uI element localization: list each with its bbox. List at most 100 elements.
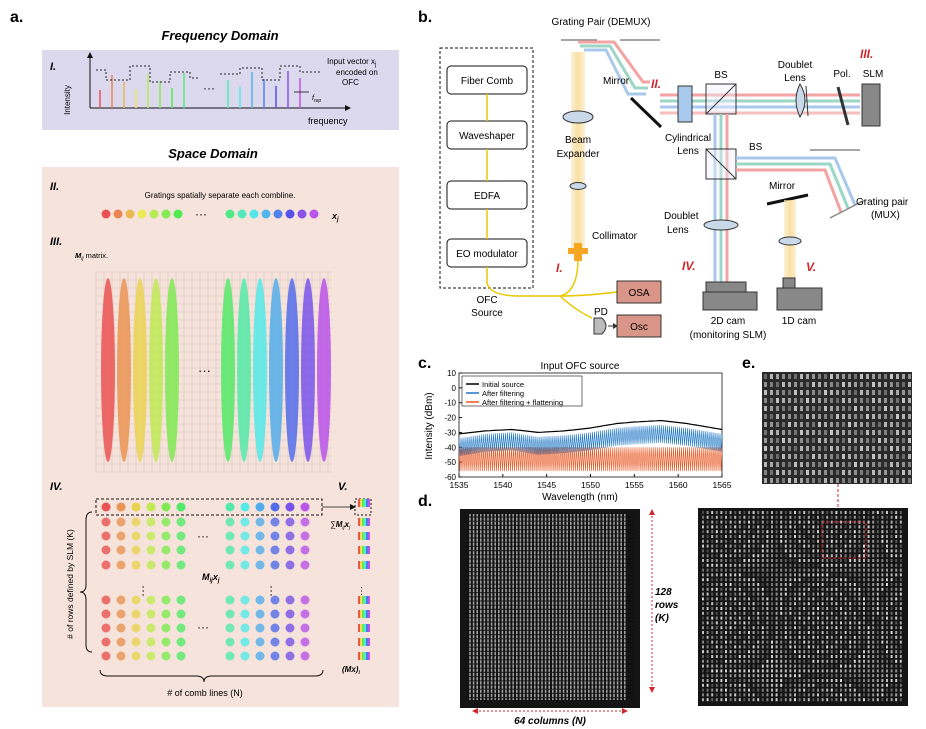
e-pixel <box>902 462 905 467</box>
d-right-pixel <box>881 659 884 663</box>
e-pixel <box>818 462 821 467</box>
e-pixel <box>872 470 875 475</box>
d-right-pixel <box>761 664 764 668</box>
d-right-pixel <box>821 631 824 634</box>
d-right-pixel <box>761 631 764 634</box>
d-right-pixel <box>729 583 732 586</box>
combline-dot <box>101 209 111 219</box>
d-right-pixel <box>794 573 796 577</box>
d-right-pixel <box>789 515 792 519</box>
d-right-pixel <box>826 563 829 567</box>
d-right-pixel <box>794 607 796 610</box>
d-right-pixel <box>775 578 778 582</box>
matrix-dot <box>176 517 186 527</box>
d-right-pixel <box>840 597 842 601</box>
d-right-pixel <box>734 549 737 553</box>
d-right-pixel <box>757 568 760 572</box>
d-right-pixel <box>803 587 806 591</box>
d-right-pixel <box>780 578 783 582</box>
d-right-pixel <box>844 554 847 558</box>
rows-brace <box>79 511 93 653</box>
matrix-dot <box>240 517 250 527</box>
d-right-pixel <box>702 688 704 692</box>
d-right-pixel <box>895 544 898 548</box>
d-right-pixel <box>812 515 815 519</box>
d-right-pixel <box>738 587 741 591</box>
d-right-pixel <box>743 592 746 596</box>
d-right-pixel <box>812 583 815 586</box>
matrix-dot <box>285 545 295 555</box>
d-right-pixel <box>794 626 796 630</box>
d-right-pixel <box>817 659 819 663</box>
d-right-pixel <box>886 549 888 553</box>
d-right-pixel <box>876 693 879 697</box>
e-pixel <box>788 446 791 451</box>
d-right-pixel <box>771 655 773 658</box>
d-right-pixel <box>734 655 737 658</box>
d-right-pixel <box>720 511 723 514</box>
d-right-pixel <box>844 592 847 596</box>
d-right-pixel <box>761 535 764 538</box>
d-right-pixel <box>729 563 732 567</box>
d-right-pixel <box>711 674 714 678</box>
d-right-pixel <box>775 602 778 606</box>
d-right-pixel <box>748 693 750 697</box>
d-right-pixel <box>872 698 875 702</box>
d-right-pixel <box>812 520 815 524</box>
d-right-pixel <box>729 520 732 524</box>
d-right-pixel <box>886 674 888 678</box>
d-right-pixel <box>766 539 769 543</box>
d-right-pixel <box>775 679 778 682</box>
d-right-pixel <box>858 539 861 543</box>
d-right-pixel <box>867 549 870 553</box>
d-right-pixel <box>725 511 727 514</box>
d-right-pixel <box>771 616 773 620</box>
d-right-pixel <box>807 611 810 615</box>
d-right-pixel <box>881 640 884 644</box>
d-right-pixel <box>817 655 819 658</box>
d-right-pixel <box>849 640 852 644</box>
e-pixel <box>878 478 881 483</box>
matrix-dot <box>285 609 295 619</box>
d-right-pixel <box>840 621 842 625</box>
d-right-pixel <box>780 563 783 567</box>
fiber-to-pd <box>559 295 593 319</box>
d-right-pixel <box>812 573 815 577</box>
d-right-pixel <box>853 559 856 562</box>
d-right-pixel <box>844 674 847 678</box>
e-pixel <box>848 414 851 419</box>
d-right-pixel <box>702 683 704 687</box>
d-right-pixel <box>803 611 806 615</box>
d-right-pixel <box>812 688 815 692</box>
d-right-pixel <box>711 664 714 668</box>
matrix-dot <box>101 651 111 661</box>
d-right-pixel <box>725 698 727 702</box>
d-right-pixel <box>794 631 796 634</box>
e-pixel <box>890 470 893 475</box>
d-right-pixel <box>890 592 893 596</box>
rows-text-2: rows <box>655 600 679 611</box>
d-right-pixel <box>840 544 842 548</box>
d-right-pixel <box>798 631 801 634</box>
matrix-dot <box>101 609 111 619</box>
e-pixel <box>878 382 881 387</box>
d-right-pixel <box>872 597 875 601</box>
d-right-pixel <box>826 674 829 678</box>
selected-row-box <box>95 498 323 516</box>
d-right-pixel <box>766 679 769 682</box>
d-right-pixel <box>849 621 852 625</box>
d-right-pixel <box>798 597 801 601</box>
d-right-pixel <box>720 635 723 639</box>
e-pixel <box>764 374 767 379</box>
d-right-pixel <box>789 520 792 524</box>
d-right-pixel <box>752 640 755 644</box>
e-pixel <box>824 446 827 451</box>
d-right-pixel <box>853 688 856 692</box>
e-pixel <box>830 446 833 451</box>
d-right-pixel <box>881 616 884 620</box>
e-pixel <box>836 382 839 387</box>
output-bar-stripe <box>368 518 370 526</box>
e-pixel <box>800 446 803 451</box>
output-bar-stripe <box>368 546 370 554</box>
d-right-pixel <box>867 635 870 639</box>
